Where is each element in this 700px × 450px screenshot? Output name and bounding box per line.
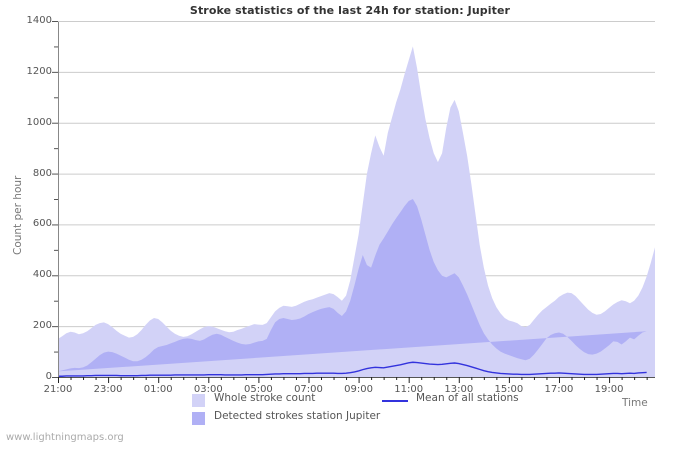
legend-label: Whole stroke count [214, 392, 316, 404]
area-series-1 [58, 199, 647, 372]
page-title: Stroke statistics of the last 24h for st… [189, 4, 511, 17]
x-tick-label: 05:00 [243, 384, 273, 395]
x-tick-label: 13:00 [444, 384, 474, 395]
y-tick-label: 600 [32, 218, 52, 230]
y-tick-label: 200 [32, 320, 52, 332]
x-tick-label: 17:00 [544, 384, 574, 395]
x-tick-label: 11:00 [394, 384, 424, 395]
x-tick-label: 19:00 [594, 384, 624, 395]
y-axis-label: Count per hour [12, 175, 24, 255]
x-tick-label: 21:00 [43, 384, 73, 395]
y-tick-label: 1000 [26, 116, 52, 128]
x-tick-label: 09:00 [344, 384, 373, 395]
y-tick-label: 400 [32, 269, 52, 281]
x-tick-label: 03:00 [193, 384, 223, 395]
legend-label: Mean of all stations [416, 392, 519, 404]
y-tick-label: 1400 [26, 15, 52, 26]
x-tick-label: 23:00 [93, 384, 123, 395]
legend-swatch [192, 412, 205, 425]
y-tick-label: 0 [45, 371, 52, 382]
footer-url: www.lightningmaps.org [6, 432, 124, 443]
axis-lines [52, 21, 655, 383]
line-series-2 [58, 361, 647, 377]
x-axis-label: Time [622, 397, 648, 409]
x-tick-label: 07:00 [294, 384, 323, 395]
legend-line-marker [382, 400, 408, 402]
y-tick-label: 1200 [26, 65, 52, 77]
legend-label: Detected strokes station Jupiter [214, 410, 381, 422]
legend-swatch [192, 394, 205, 407]
data-series [58, 46, 655, 378]
x-tick-label: 15:00 [494, 384, 524, 395]
y-tick-label: 800 [32, 167, 52, 179]
x-tick-label: 01:00 [143, 384, 173, 395]
